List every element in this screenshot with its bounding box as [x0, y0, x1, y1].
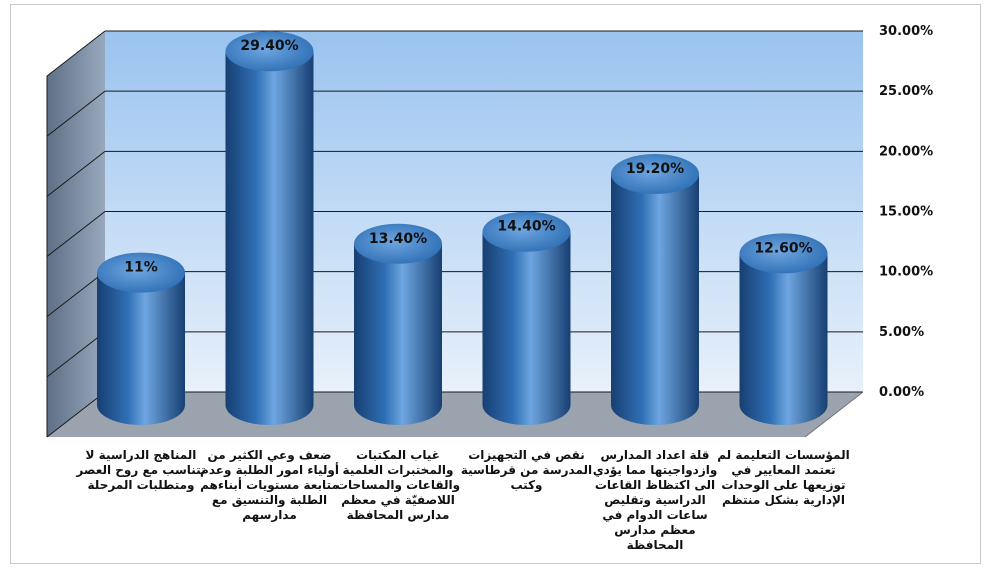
bar-3: [354, 223, 442, 425]
chart-frame: 11% 29.40% 13.40% 14.40% 19.20% 12.60% 0.00% 5…: [10, 4, 981, 564]
data-label: 29.40%: [240, 38, 298, 54]
bar-body: [482, 231, 571, 425]
bar-top: [354, 223, 442, 264]
bar-top: [611, 153, 699, 194]
bar-chart: 11% 29.40% 13.40% 14.40% 19.20% 12.60% 0.00% 5…: [46, 24, 933, 438]
x-category-label: غياب المكتبات والمختبرات العلمية والقاعا…: [335, 448, 461, 522]
bar-body: [97, 272, 185, 425]
bar-6: [739, 233, 828, 425]
bar-body: [225, 51, 314, 425]
bar-body: [354, 243, 442, 425]
side-gridline: [46, 90, 106, 137]
x-category-label: المؤسسات التعليمة لم تعتمد المعايير في ت…: [717, 448, 850, 507]
y-tick-label: 20.00%: [879, 144, 933, 159]
bar-2: [225, 31, 314, 425]
side-gridline: [46, 271, 106, 318]
bar-top: [739, 233, 828, 274]
side-gridline: [46, 30, 106, 77]
data-label: 14.40%: [497, 219, 555, 235]
x-category-label: المناهج الدراسية لا تتناسب مع روح العصر …: [76, 448, 206, 492]
bar-body: [611, 173, 699, 425]
side-gridline: [46, 211, 106, 257]
data-label: 12.60%: [754, 240, 812, 256]
bar-4: [482, 211, 571, 425]
y-tick-label: 30.00%: [879, 24, 933, 39]
floor-edge: [804, 391, 864, 438]
side-gridline: [46, 331, 106, 378]
side-gridline: [46, 391, 106, 438]
y-tick-label: 15.00%: [879, 205, 933, 220]
y-tick-label: 0.00%: [879, 385, 924, 400]
bar-top: [225, 31, 314, 72]
x-category-label: ضعف وعي الكثير من أولياء امور الطلبة وعد…: [200, 448, 339, 522]
side-gridline: [46, 150, 106, 197]
y-tick-label: 10.00%: [879, 265, 933, 280]
data-label: 11%: [124, 260, 158, 276]
x-category-label: نقص في التجهيزات المدرسة من قرطاسية وكتب: [460, 448, 593, 492]
bar-top: [97, 252, 185, 293]
bar-top: [482, 211, 571, 252]
data-label: 13.40%: [369, 231, 427, 247]
bar-5: [611, 153, 699, 425]
bar-1: [97, 252, 185, 425]
data-label: 19.20%: [626, 161, 684, 177]
y-tick-label: 5.00%: [879, 325, 924, 340]
x-category-label: قلة اعداد المدارس وازدواجيتها مما يؤدي ا…: [592, 448, 718, 552]
bar-body: [739, 253, 828, 425]
y-tick-label: 25.00%: [879, 84, 933, 99]
